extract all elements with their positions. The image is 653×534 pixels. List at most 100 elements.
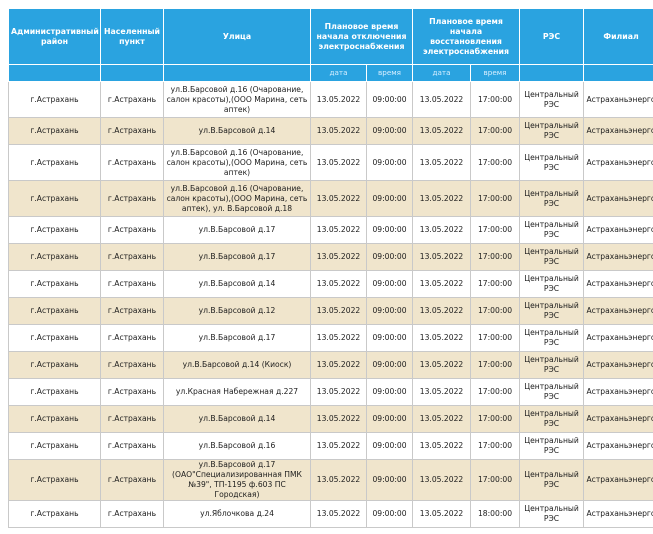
cell-branch: Астраханьэнерго [583,351,653,379]
subheader-empty [583,64,653,82]
cell-street: ул.В.Барсовой д.16 (Очарование, салон кр… [163,144,311,181]
cell-street: ул.В.Барсовой д.16 [163,432,311,460]
cell-on-time: 17:00:00 [470,180,521,217]
cell-on-date: 13.05.2022 [412,432,472,460]
cell-on-date: 13.05.2022 [412,270,472,298]
cell-locality: г.Астрахань [100,144,164,181]
cell-district: г.Астрахань [8,81,101,118]
cell-on-date: 13.05.2022 [412,216,472,244]
cell-district: г.Астрахань [8,180,101,217]
cell-off-time: 09:00:00 [365,432,414,460]
cell-off-date: 13.05.2022 [310,81,367,118]
cell-off-date: 13.05.2022 [310,270,367,298]
header-row: Административный район Населенный пункт … [8,8,653,65]
cell-locality: г.Астрахань [100,378,164,406]
cell-on-date: 13.05.2022 [412,324,472,352]
subheader-empty [100,64,164,82]
table-row: г.Астрахань г.Астрахань ул.Яблочкова д.24 1… [8,500,653,528]
cell-locality: г.Астрахань [100,81,164,118]
cell-res: Центральный РЭС [519,459,585,501]
cell-on-time: 17:00:00 [470,351,521,379]
cell-off-time: 09:00:00 [365,270,414,298]
cell-locality: г.Астрахань [100,117,164,145]
cell-res: Центральный РЭС [519,405,585,433]
subheader-on-time: время [470,64,521,82]
cell-off-time: 09:00:00 [365,378,414,406]
subheader-off-date: дата [310,64,367,82]
cell-off-date: 13.05.2022 [310,351,367,379]
cell-res: Центральный РЭС [519,81,585,118]
cell-locality: г.Астрахань [100,180,164,217]
cell-res: Центральный РЭС [519,117,585,145]
outage-table-container: Административный район Населенный пункт … [8,8,653,528]
cell-off-date: 13.05.2022 [310,405,367,433]
cell-off-time: 09:00:00 [365,180,414,217]
table-row: г.Астрахань г.Астрахань ул.Красная Набереж… [8,378,653,406]
cell-off-date: 13.05.2022 [310,117,367,145]
cell-street: ул.В.Барсовой д.14 [163,405,311,433]
table-row: г.Астрахань г.Астрахань ул.В.Барсовой д.14… [8,405,653,433]
cell-on-date: 13.05.2022 [412,351,472,379]
cell-locality: г.Астрахань [100,432,164,460]
cell-street: ул.В.Барсовой д.14 [163,117,311,145]
cell-street: ул.Яблочкова д.24 [163,500,311,528]
cell-locality: г.Астрахань [100,459,164,501]
cell-street: ул.Красная Набережная д.227 [163,378,311,406]
cell-on-time: 18:00:00 [470,500,521,528]
cell-district: г.Астрахань [8,270,101,298]
cell-off-date: 13.05.2022 [310,180,367,217]
cell-street: ул.В.Барсовой д.17 [163,216,311,244]
cell-on-date: 13.05.2022 [412,117,472,145]
cell-branch: Астраханьэнерго [583,117,653,145]
cell-street: ул.В.Барсовой д.16 (Очарование, салон кр… [163,180,311,217]
header-off-time: Плановое время начала отключения электро… [309,8,414,65]
cell-locality: г.Астрахань [100,351,164,379]
cell-on-date: 13.05.2022 [412,297,472,325]
header-street: Улица [163,8,311,65]
cell-street: ул.В.Барсовой д.14 [163,270,311,298]
cell-on-date: 13.05.2022 [412,81,472,118]
cell-on-time: 17:00:00 [470,81,521,118]
cell-res: Центральный РЭС [519,297,585,325]
table-body: г.Астрахань г.Астрахань ул.В.Барсовой д.16… [8,81,653,528]
cell-off-date: 13.05.2022 [310,378,367,406]
cell-district: г.Астрахань [8,500,101,528]
cell-on-date: 13.05.2022 [412,243,472,271]
cell-off-time: 09:00:00 [365,117,414,145]
header-restore-time: Плановое время начала восстановления эле… [412,8,521,65]
cell-street: ул.В.Барсовой д.17 [163,324,311,352]
cell-off-time: 09:00:00 [365,81,414,118]
header-res: РЭС [519,8,585,65]
cell-off-time: 09:00:00 [365,500,414,528]
cell-branch: Астраханьэнерго [583,270,653,298]
cell-branch: Астраханьэнерго [583,144,653,181]
subheader-row: дата время дата время [8,64,653,82]
table-row: г.Астрахань г.Астрахань ул.В.Барсовой д.16… [8,180,653,217]
cell-off-time: 09:00:00 [365,351,414,379]
cell-off-date: 13.05.2022 [310,144,367,181]
header-district: Административный район [8,8,101,65]
cell-res: Центральный РЭС [519,243,585,271]
cell-on-time: 17:00:00 [470,432,521,460]
cell-res: Центральный РЭС [519,270,585,298]
cell-district: г.Астрахань [8,297,101,325]
cell-branch: Астраханьэнерго [583,500,653,528]
cell-district: г.Астрахань [8,216,101,244]
table-row: г.Астрахань г.Астрахань ул.В.Барсовой д.14… [8,117,653,145]
cell-on-time: 17:00:00 [470,216,521,244]
cell-district: г.Астрахань [8,432,101,460]
cell-off-time: 09:00:00 [365,243,414,271]
table-row: г.Астрахань г.Астрахань ул.В.Барсовой д.17… [8,459,653,501]
cell-res: Центральный РЭС [519,180,585,217]
cell-off-date: 13.05.2022 [310,500,367,528]
cell-on-time: 17:00:00 [470,324,521,352]
cell-off-date: 13.05.2022 [310,432,367,460]
cell-off-time: 09:00:00 [365,459,414,501]
cell-locality: г.Астрахань [100,324,164,352]
cell-off-date: 13.05.2022 [310,216,367,244]
cell-street: ул.В.Барсовой д.17 [163,243,311,271]
cell-on-time: 17:00:00 [470,459,521,501]
cell-district: г.Астрахань [8,459,101,501]
cell-on-time: 17:00:00 [470,378,521,406]
cell-off-time: 09:00:00 [365,324,414,352]
